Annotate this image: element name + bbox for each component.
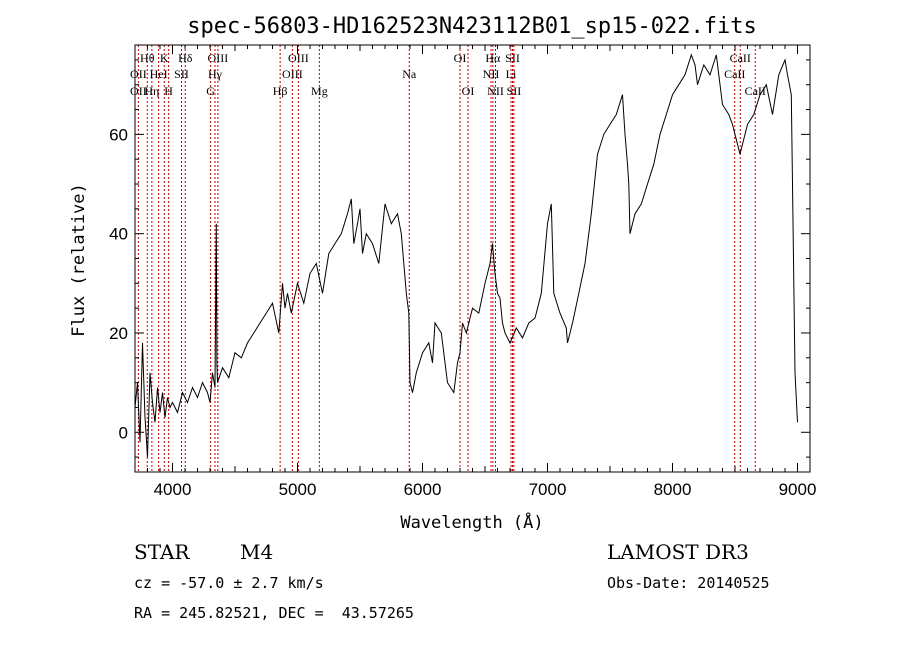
- survey-name: LAMOST DR3: [607, 540, 749, 564]
- emission-line-label: SII: [507, 84, 522, 98]
- emission-line-label: Hγ: [208, 67, 223, 81]
- emission-line-markers: [137, 45, 756, 472]
- emission-line-label: SII: [505, 51, 520, 65]
- emission-line-label: G: [206, 84, 215, 98]
- x-tick-label: 6000: [404, 480, 442, 499]
- axis-ticks: 4000 5000 6000 7000 8000 9000 0 20 40 60: [109, 45, 816, 499]
- emission-line-label: Mg: [311, 84, 328, 98]
- emission-line-label: K: [160, 51, 169, 65]
- y-tick-label: 20: [109, 324, 128, 343]
- emission-line-label: HeI: [150, 67, 168, 81]
- emission-line-label: OIII: [208, 51, 229, 65]
- emission-line-label: CaII: [724, 67, 745, 81]
- x-tick-label: 4000: [154, 480, 192, 499]
- emission-line-label: OI: [454, 51, 467, 65]
- y-tick-label: 40: [109, 225, 128, 244]
- emission-line-label: OIII: [282, 67, 303, 81]
- emission-line-label: SII: [174, 67, 189, 81]
- emission-line-label: Hθ: [140, 51, 155, 65]
- emission-line-label: Hη: [144, 84, 159, 98]
- x-tick-label: 7000: [529, 480, 567, 499]
- chart-title: spec-56803-HD162523N423112B01_sp15-022.f…: [187, 14, 757, 39]
- coordinates: RA = 245.82521, DEC = 43.57265: [134, 604, 414, 622]
- emission-line-label: CaII: [730, 51, 751, 65]
- y-tick-label: 60: [109, 125, 128, 144]
- observation-date: Obs-Date: 20140525: [607, 574, 770, 592]
- emission-line-label: OIII: [288, 51, 309, 65]
- x-tick-label: 8000: [654, 480, 692, 499]
- object-type: STAR: [134, 540, 190, 564]
- emission-line-label: Hβ: [273, 84, 288, 98]
- x-axis-label: Wavelength (Å): [400, 511, 543, 533]
- x-tick-label: 5000: [279, 480, 317, 499]
- object-subclass: M4: [240, 540, 274, 564]
- emission-line-label: Hδ: [178, 51, 193, 65]
- emission-line-label: OI: [462, 84, 475, 98]
- plot-frame: [134, 44, 811, 473]
- emission-line-label: NII: [483, 67, 500, 81]
- emission-line-label: OII: [130, 67, 147, 81]
- x-tick-label: 9000: [779, 480, 817, 499]
- emission-line-label: H: [164, 84, 173, 98]
- emission-line-label: Hα: [485, 51, 501, 65]
- redshift-velocity: cz = -57.0 ± 2.7 km/s: [134, 574, 324, 592]
- spectrum-series-line: [134, 53, 798, 458]
- y-axis-label: Flux (relative): [69, 183, 89, 337]
- emission-line-label: OII: [130, 84, 147, 98]
- y-tick-label: 0: [119, 423, 128, 442]
- emission-line-label: NII: [487, 84, 504, 98]
- emission-line-label: Na: [402, 67, 417, 81]
- emission-line-label: Li: [506, 67, 517, 81]
